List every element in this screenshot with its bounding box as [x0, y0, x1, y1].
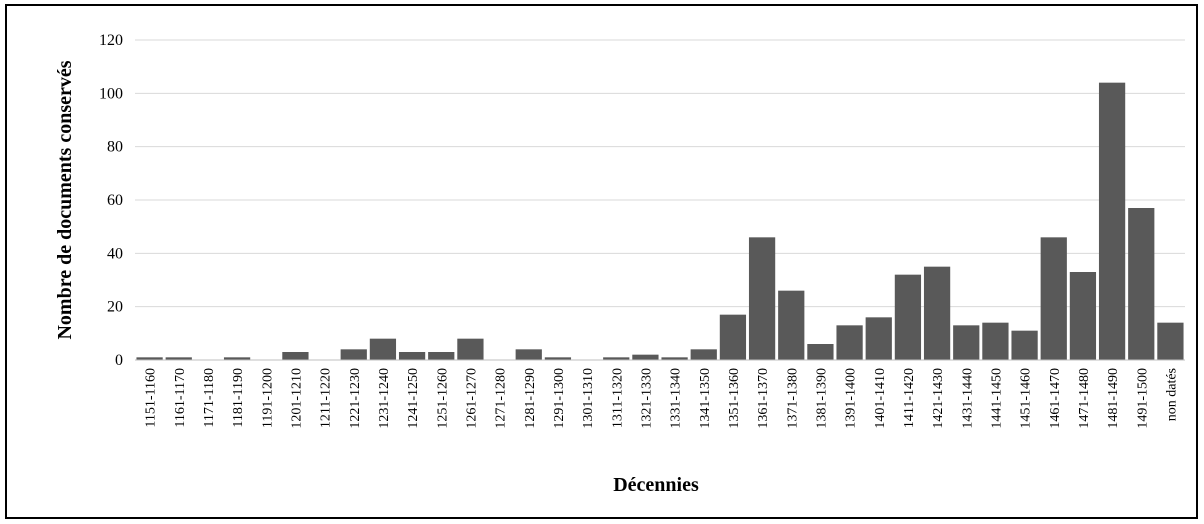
chart-frame	[5, 4, 1198, 519]
x-tick-label: 1291-1300	[552, 368, 567, 429]
x-tick-label: 1251-1260	[435, 368, 450, 429]
x-tick-label: 1181-1190	[231, 368, 246, 428]
x-tick-label: 1191-1200	[260, 368, 275, 428]
x-tick-label: 1241-1250	[406, 368, 421, 429]
x-tick-label: 1211-1220	[319, 368, 334, 428]
bar	[1040, 237, 1067, 360]
bar	[544, 357, 572, 360]
bar	[515, 349, 542, 360]
bar	[953, 325, 980, 360]
y-tick-label: 60	[107, 192, 123, 209]
gridlines	[135, 39, 1185, 308]
bar	[748, 237, 776, 360]
x-tick-label: 1231-1240	[377, 368, 392, 429]
bar	[865, 317, 892, 360]
x-tick-label: 1411-1420	[902, 368, 917, 428]
bar	[603, 357, 630, 360]
bar	[894, 274, 922, 360]
x-tick-label: 1271-1280	[494, 368, 509, 429]
bar	[428, 352, 455, 360]
x-tick-label: 1351-1360	[727, 368, 742, 429]
y-axis-ticks: 0 20 40 60 80 100 120	[99, 32, 123, 369]
y-tick-label: 0	[115, 352, 123, 369]
y-axis-title: Nombre de documents conservés	[54, 60, 76, 339]
bar	[719, 314, 747, 360]
x-tick-label: 1261-1270	[464, 368, 479, 429]
x-tick-label: 1441-1450	[989, 368, 1004, 429]
y-tick-label: 80	[107, 139, 123, 156]
bar	[223, 357, 251, 360]
bar	[1157, 322, 1184, 360]
x-tick-label: 1321-1330	[639, 368, 654, 429]
bar	[136, 357, 163, 360]
x-axis-ticks: 1151-1160 1161-1170 1171-1180 1181-1190 1191…	[144, 368, 1180, 429]
x-tick-label: 1161-1170	[173, 368, 188, 428]
x-tick-label: 1431-1440	[960, 368, 975, 429]
x-tick-label: 1331-1340	[669, 368, 684, 429]
x-tick-label: 1481-1490	[1106, 368, 1121, 429]
bar	[836, 325, 863, 360]
y-tick-label: 120	[99, 32, 123, 49]
bar	[923, 266, 951, 360]
bar	[369, 338, 397, 360]
x-tick-label: 1371-1380	[785, 368, 800, 429]
bar	[1011, 330, 1038, 360]
x-tick-label: 1461-1470	[1048, 368, 1063, 429]
x-tick-label: 1401-1410	[873, 368, 888, 429]
bar	[982, 322, 1009, 360]
bar	[1098, 82, 1126, 361]
x-tick-label: 1201-1210	[289, 368, 304, 429]
x-tick-label: non datés	[1164, 368, 1179, 421]
bar	[1069, 272, 1097, 360]
x-tick-label: 1301-1310	[581, 368, 596, 429]
bar	[398, 352, 426, 360]
bar	[778, 290, 805, 360]
bar	[282, 352, 309, 360]
bar	[661, 357, 688, 360]
y-tick-label: 20	[107, 299, 123, 316]
bar	[690, 349, 717, 360]
bar	[807, 344, 834, 360]
y-tick-label: 40	[107, 245, 123, 262]
x-tick-label: 1391-1400	[844, 368, 859, 429]
x-tick-label: 1341-1350	[698, 368, 713, 429]
x-tick-label: 1471-1480	[1077, 368, 1092, 429]
x-tick-label: 1151-1160	[144, 368, 159, 428]
x-tick-label: 1171-1180	[202, 368, 217, 428]
x-tick-label: 1421-1430	[931, 368, 946, 429]
x-tick-label: 1311-1320	[610, 368, 625, 428]
bar	[165, 357, 192, 360]
x-tick-label: 1281-1290	[523, 368, 538, 429]
x-tick-label: 1221-1230	[348, 368, 363, 429]
x-tick-label: 1451-1460	[1019, 368, 1034, 429]
y-tick-label: 100	[99, 85, 123, 102]
x-tick-label: 1491-1500	[1135, 368, 1150, 429]
bars	[136, 82, 1184, 361]
x-tick-label: 1381-1390	[814, 368, 829, 429]
bar	[457, 338, 484, 360]
x-axis-title: Décennies	[613, 474, 699, 496]
x-tick-label: 1361-1370	[756, 368, 771, 429]
bar	[340, 349, 367, 360]
bar	[632, 354, 659, 360]
bar	[1128, 208, 1155, 360]
